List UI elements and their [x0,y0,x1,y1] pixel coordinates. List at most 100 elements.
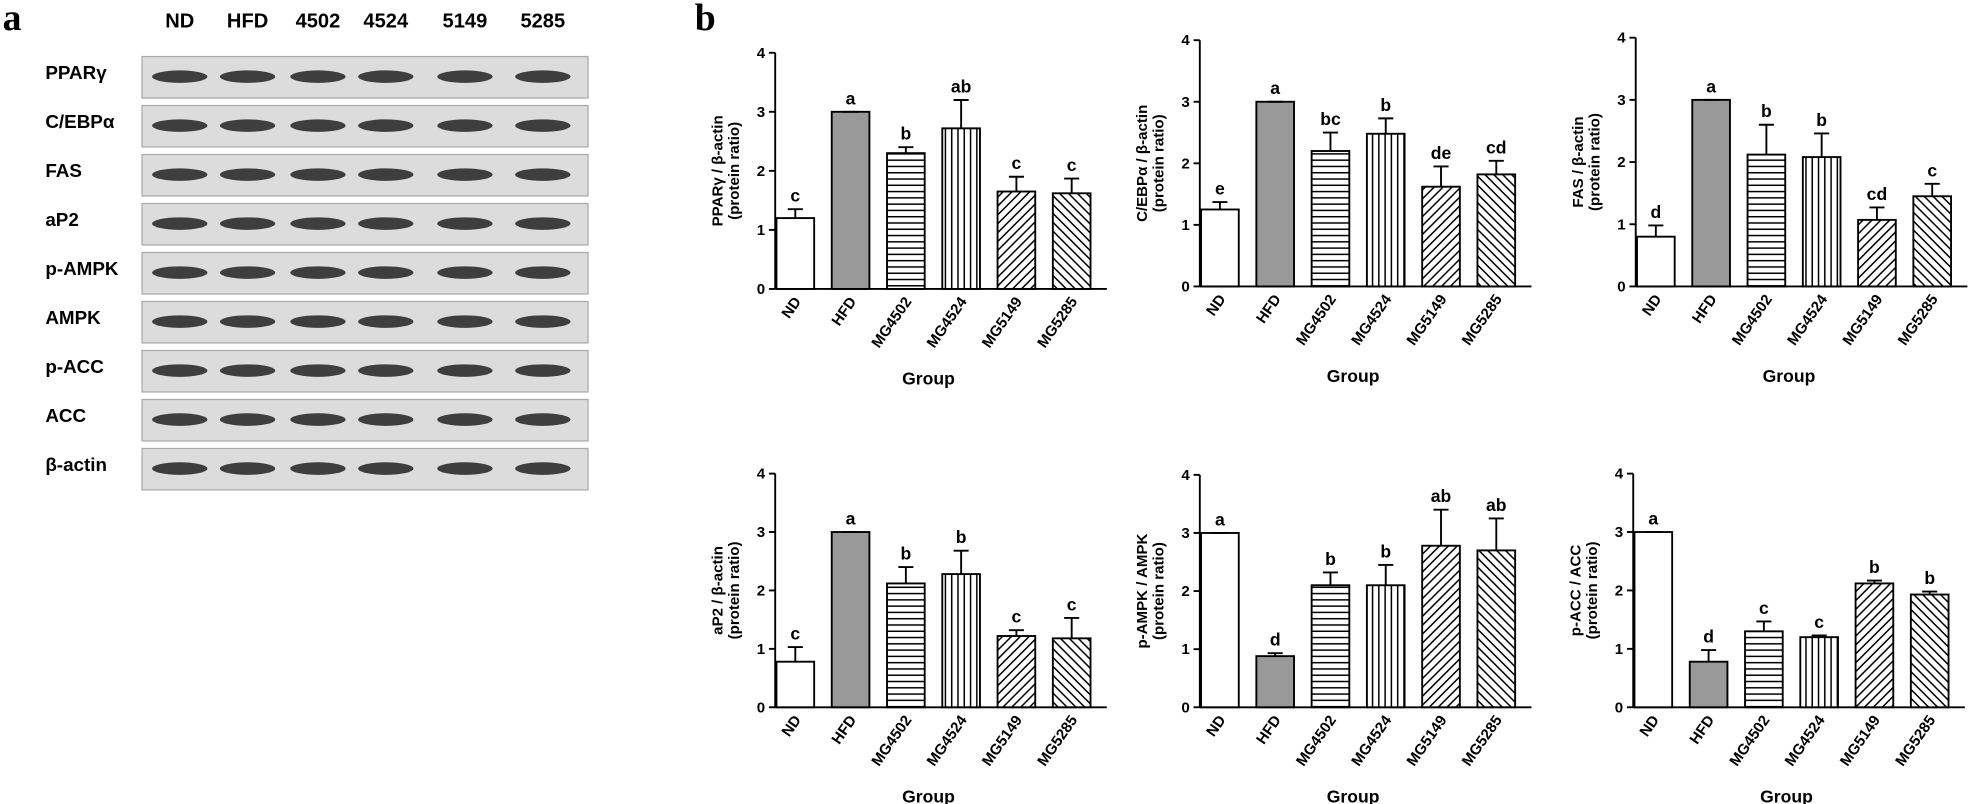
y-axis-label: (protein ratio) [726,541,743,639]
error-bar [1433,165,1449,187]
blot-band [290,364,346,377]
blot-band [358,119,414,132]
bar [1909,593,1950,709]
bar [775,217,816,290]
bar [1633,531,1674,709]
significance-letter: cd [1486,137,1507,157]
blot-band [219,315,276,328]
error-bar [898,146,914,154]
significance-letter: d [1703,626,1714,646]
blot-band [290,462,346,475]
x-tick-label: HFD [828,712,860,747]
significance-letter: b [1380,541,1391,561]
blot-band [290,70,346,83]
significance-letter: a [1270,78,1280,98]
significance-letter: a [846,508,856,528]
x-axis-label: Group [902,787,955,804]
bar [1200,208,1240,288]
blot-band [358,217,414,230]
bar [886,582,926,709]
significance-letter: e [1215,179,1225,199]
x-tick-label: MG5149 [979,294,1026,351]
x-axis-label: Group [1763,366,1816,386]
blot-band [152,119,208,132]
y-tick-label: 1 [1615,641,1623,658]
bar [1854,582,1895,709]
blot-band [437,168,493,181]
y-axis-label: aP2 / β-actin [709,546,726,635]
protein-label: p-AMPK [45,258,119,279]
x-tick-label: MG5285 [1034,294,1081,351]
x-tick-label: MG5149 [1404,712,1451,769]
significance-letter: c [1012,153,1022,173]
x-tick-label: MG4502 [1293,712,1340,769]
blot-band [152,168,208,181]
blot-band [437,413,493,426]
significance-letter: c [1814,612,1824,632]
x-tick-label: MG4524 [1784,291,1831,349]
y-tick-label: 2 [1181,155,1189,172]
y-tick-label: 3 [1615,524,1623,541]
y-axis-label: PPARγ / β-actin [709,115,726,226]
blot-band [290,315,346,328]
bar [1636,235,1676,288]
y-tick-label: 1 [757,222,765,239]
significance-letter: ab [1431,486,1452,506]
significance-letter: b [1761,101,1772,121]
y-tick-label: 0 [1617,278,1625,295]
significance-letter: ab [951,76,972,96]
y-tick-label: 2 [1615,582,1623,599]
error-bar [1322,571,1339,586]
y-tick-label: 1 [1181,217,1189,234]
significance-letter: c [1927,160,1937,180]
y-tick-label: 3 [1617,92,1625,109]
x-tick-label: MG4502 [868,712,915,769]
protein-label: AMPK [45,307,101,328]
x-axis-label: Group [902,368,955,388]
bar [1801,156,1842,288]
y-axis-label: (protein ratio) [1584,541,1601,639]
significance-letter: a [1215,509,1225,529]
x-tick-label: MG4524 [1348,712,1395,770]
bar [996,635,1037,709]
lane-label: 4502 [296,11,341,33]
y-tick-label: 3 [757,524,765,541]
blot-band [290,266,346,279]
significance-letter: c [1759,598,1769,618]
y-tick-label: 0 [1181,699,1189,716]
x-axis-label: Group [1760,787,1813,804]
bar [1365,584,1406,709]
blot-band [515,266,571,279]
blot-band [358,70,414,83]
x-tick-label: ND [1203,291,1229,319]
protein-label: C/EBPα [45,111,115,132]
y-tick-label: 0 [1615,699,1623,716]
y-axis-label: C/EBPα / β-actin [1134,105,1151,222]
x-tick-label: ND [1636,712,1662,740]
blot-band [437,462,493,475]
y-axis-label: p-AMPK / AMPK [1134,533,1151,648]
blot-band [290,413,346,426]
blot-band [437,266,493,279]
error-bar [1488,517,1504,551]
blot-band [152,413,208,426]
y-tick-label: 1 [1181,641,1189,658]
blot-band [358,315,414,328]
y-tick-label: 4 [1181,32,1190,49]
error-bar [1814,132,1830,158]
y-axis-label: (protein ratio) [1150,114,1167,212]
bar [1476,549,1517,709]
blot-band [515,364,571,377]
error-bar [1064,177,1080,194]
error-bar [1922,590,1938,595]
x-tick-label: MG5285 [1895,292,1942,349]
error-bar [1924,182,1940,197]
x-tick-label: HFD [1253,712,1285,747]
lane-label: ND [165,11,194,33]
blot-band [515,70,571,83]
significance-letter: c [1067,155,1077,175]
significance-letter: b [1816,110,1827,130]
error-bar [1756,620,1772,632]
protein-label: β-actin [45,454,107,475]
